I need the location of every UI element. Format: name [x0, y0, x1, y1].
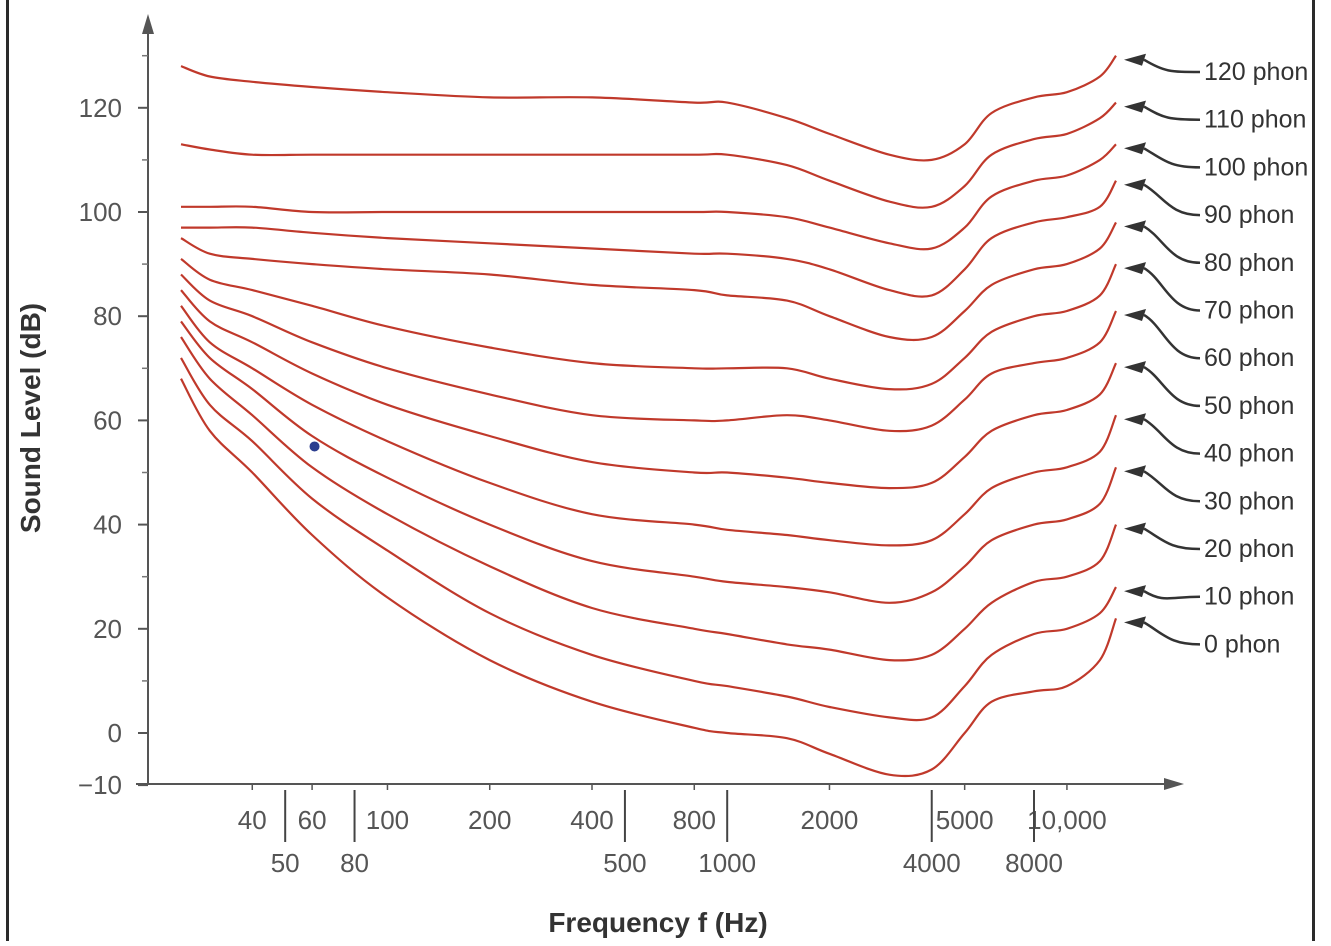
phon-curve [180, 336, 1118, 662]
x-axis-arrow [1164, 778, 1184, 790]
x-tick-label: 1000 [698, 848, 756, 878]
phon-label: 40 phon [1204, 440, 1294, 468]
x-tick-label: 4000 [903, 848, 961, 878]
phon-curve [180, 258, 1117, 391]
phon-label-connector [1143, 418, 1201, 455]
frame-border-right [1312, 0, 1315, 941]
phon-label-arrowhead [1124, 413, 1146, 426]
phon-curve [181, 180, 1117, 298]
phon-label-connector [1143, 225, 1201, 265]
phon-label: 120 phon [1204, 58, 1308, 86]
x-ticks-group: 40 60 100 200 400 800 2000 5000 10,000 50 80 500 100… [238, 784, 1107, 878]
phon-curve [180, 305, 1118, 547]
phon-label: 80 phon [1204, 249, 1294, 277]
x-tick-label: 60 [298, 805, 327, 835]
phon-label-connector [1143, 147, 1201, 169]
phon-label-connector [1143, 183, 1201, 217]
phon-label: 50 phon [1204, 392, 1294, 420]
phon-curve [180, 273, 1117, 433]
phon-label-connector [1143, 58, 1201, 74]
x-axis-title: Frequency f (Hz) [548, 907, 767, 938]
y-ticks-group: −10 0 20 40 60 80 100 120 [78, 54, 148, 800]
phon-label: 30 phon [1204, 487, 1294, 515]
phon-label-arrowhead [1124, 308, 1146, 321]
phon-curve [180, 221, 1117, 342]
phon-label-connector [1143, 313, 1201, 360]
phon-curve [180, 143, 1117, 251]
x-tick-label: 8000 [1005, 848, 1063, 878]
phon-label-connector [1143, 590, 1201, 600]
y-axis-title: Sound Level (dB) [15, 303, 46, 533]
frame-border-left [6, 0, 9, 941]
y-tick-label: 100 [79, 197, 122, 227]
phon-label-arrowhead [1124, 585, 1146, 598]
y-tick-label: 0 [108, 718, 122, 748]
phon-label: 110 phon [1204, 106, 1306, 134]
phon-curve [180, 357, 1117, 722]
marker-point [309, 441, 320, 452]
y-axis-arrow [142, 14, 154, 34]
phon-label: 100 phon [1204, 153, 1308, 181]
phon-label-connector [1143, 105, 1201, 121]
phon-label-connector [1143, 621, 1201, 646]
x-tick-label: 100 [366, 805, 409, 835]
x-tick-label: 5000 [936, 805, 994, 835]
y-tick-label: 60 [93, 405, 122, 435]
x-tick-label: 50 [271, 848, 300, 878]
phon-label-connector [1143, 470, 1201, 503]
phon-label: 70 phon [1204, 297, 1294, 325]
phon-curve [180, 289, 1117, 490]
x-tick-label: 40 [238, 805, 267, 835]
phon-curve [180, 378, 1118, 778]
x-tick-label: 2000 [801, 805, 859, 835]
phon-label-connector [1143, 527, 1201, 551]
phon-label-arrowhead [1124, 465, 1146, 478]
phon-label-connector [1143, 366, 1201, 408]
x-tick-label: 200 [468, 805, 511, 835]
x-tick-label: 500 [603, 848, 646, 878]
phon-labels-group: 0 phon 10 phon 20 phon 30 phon 40 phon 50 pho… [1124, 53, 1308, 658]
phon-label-arrowhead [1124, 142, 1146, 155]
y-tick-label: 80 [93, 301, 122, 331]
y-tick-label: 120 [79, 93, 122, 123]
x-tick-label: 80 [340, 848, 369, 878]
phon-label: 10 phon [1204, 583, 1294, 611]
phon-label-arrowhead [1124, 53, 1146, 66]
phon-label-arrowhead [1124, 178, 1146, 191]
y-tick-label: 20 [93, 614, 122, 644]
curves-group [180, 55, 1118, 778]
phon-label-arrowhead [1124, 361, 1146, 374]
phon-label-arrowhead [1124, 616, 1146, 629]
axes-group [136, 14, 1184, 790]
y-tick-label: 40 [93, 510, 122, 540]
phon-label: 60 phon [1204, 344, 1294, 372]
phon-curve [180, 55, 1117, 162]
phon-curve [180, 101, 1117, 209]
x-tick-label: 800 [673, 805, 716, 835]
phon-label: 20 phon [1204, 535, 1294, 563]
phon-label-connector [1143, 267, 1201, 312]
phon-label-arrowhead [1124, 220, 1146, 233]
phon-label: 0 phon [1204, 630, 1280, 658]
phon-label-arrowhead [1124, 262, 1146, 275]
phon-label-arrowhead [1124, 522, 1146, 535]
phon-label: 90 phon [1204, 201, 1294, 229]
x-tick-label: 10,000 [1027, 805, 1107, 835]
y-tick-label: −10 [78, 770, 122, 800]
phon-label-arrowhead [1124, 100, 1146, 113]
phon-curve [180, 320, 1118, 604]
x-tick-label: 400 [570, 805, 613, 835]
